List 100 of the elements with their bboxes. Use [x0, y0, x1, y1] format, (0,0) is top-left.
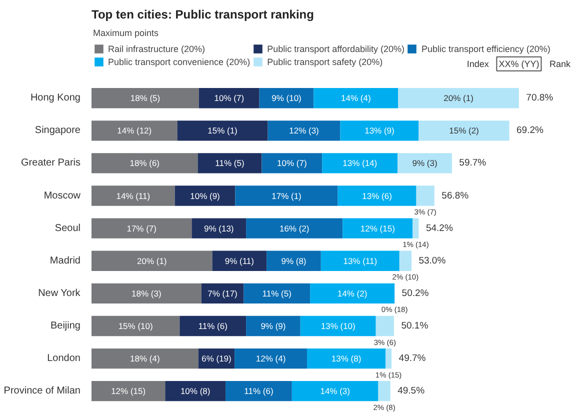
y-tick-label: Greater Paris [21, 158, 81, 169]
data-label: 14% (3) [320, 386, 350, 396]
bar [310, 283, 395, 304]
bar [412, 218, 419, 238]
legend-title: Maximum points [93, 28, 160, 38]
y-tick-label: Province of Milan [4, 386, 81, 397]
data-label: 9% (8) [281, 256, 306, 266]
y-tick-label: London [47, 353, 81, 364]
bar [398, 88, 519, 108]
data-label: 15% (1) [208, 126, 238, 136]
bar [177, 120, 268, 141]
bar [92, 283, 202, 304]
total-label: 49.5% [398, 386, 426, 397]
data-label: 11% (5) [262, 288, 292, 298]
data-label: 11% (6) [198, 320, 228, 331]
total-label: 49.7% [398, 353, 426, 364]
bar [262, 153, 322, 174]
bar [376, 316, 394, 336]
bar [338, 186, 416, 206]
legend-label: Public transport efficiency (20%) [421, 43, 550, 54]
data-label: 20% (1) [136, 256, 167, 266]
data-label: 16% (2) [279, 223, 310, 234]
data-label: 7% (17) [208, 288, 238, 298]
y-tick-label: New York [38, 288, 82, 299]
data-label: 12% (15) [111, 386, 146, 396]
bar [246, 218, 343, 238]
data-label: 13% (9) [364, 126, 395, 136]
data-label: 13% (10) [320, 320, 356, 331]
data-label: 9% (13) [204, 223, 234, 234]
bar [235, 186, 338, 206]
bar [92, 186, 175, 206]
data-label: 17% (7) [126, 223, 157, 234]
bar [246, 316, 300, 336]
data-label: 9% (9) [260, 320, 286, 331]
bar [416, 186, 434, 206]
bar [386, 348, 392, 369]
data-label: 11% (6) [244, 386, 274, 396]
bar [398, 153, 452, 174]
data-label: 13% (6) [362, 190, 392, 201]
y-tick-label: Singapore [34, 125, 81, 136]
data-label: 18% (5) [130, 93, 160, 104]
bar [198, 153, 262, 174]
total-label: 56.8% [442, 190, 470, 202]
bar [234, 348, 308, 369]
data-label: 10% (7) [214, 93, 244, 104]
bar [320, 250, 400, 271]
data-label: 13% (8) [331, 354, 362, 364]
legend-label: Rail infrastructure (20%) [108, 43, 206, 54]
y-tick-label: Madrid [50, 255, 81, 266]
bar [92, 120, 178, 141]
bar [300, 316, 376, 336]
bar [322, 153, 398, 174]
y-tick-label: Moscow [44, 190, 82, 202]
data-label: 10% (7) [277, 158, 307, 168]
data-label: 15% (10) [118, 320, 153, 331]
data-label: 14% (12) [117, 126, 152, 136]
data-label: 14% (11) [116, 190, 150, 201]
data-label: 18% (4) [130, 354, 160, 364]
data-label: 13% (11) [343, 256, 378, 266]
bar [266, 250, 321, 271]
bar [165, 380, 226, 402]
bar [378, 380, 390, 402]
bar [180, 316, 246, 336]
total-label: 50.2% [402, 288, 430, 299]
total-label: 50.1% [401, 320, 429, 332]
data-label: 9% (11) [224, 256, 254, 266]
data-label: 10% (9) [190, 190, 220, 201]
y-tick-label: Beijing [50, 320, 81, 332]
data-label: 9% (3) [412, 158, 438, 168]
bar [92, 316, 180, 336]
bar [268, 120, 340, 141]
text: XX% (YY) [498, 58, 540, 69]
legend-label: Public transport affordability (20%) [267, 43, 404, 54]
bar [212, 250, 267, 271]
bar [92, 88, 199, 108]
bar [92, 380, 166, 402]
data-label: 12% (3) [289, 126, 320, 136]
data-label: 9% (10) [272, 93, 302, 104]
data-label: 12% (15) [360, 223, 396, 234]
bar [418, 120, 510, 141]
total-label: 70.8% [526, 92, 554, 104]
bar [92, 250, 212, 271]
bar [226, 380, 292, 402]
data-label: 18% (3) [132, 288, 162, 298]
total-label: 69.2% [516, 125, 544, 136]
bar [244, 283, 310, 304]
data-label: 14% (2) [337, 288, 368, 298]
data-label: 11% (5) [215, 158, 244, 168]
y-tick-label: Hong Kong [30, 92, 81, 104]
legend-label: Public transport safety (20%) [267, 56, 383, 67]
total-label: 54.2% [426, 222, 454, 234]
data-label: 13% (14) [342, 158, 378, 168]
y-tick-label: Seoul [54, 222, 80, 234]
data-label: 6% (19) [202, 354, 232, 364]
bar [340, 120, 419, 141]
bar [92, 153, 198, 174]
bar [92, 348, 198, 369]
total-label: 53.0% [418, 255, 446, 266]
text: Index [466, 58, 490, 69]
legend-label: Public transport convenience (20%) [108, 56, 250, 67]
